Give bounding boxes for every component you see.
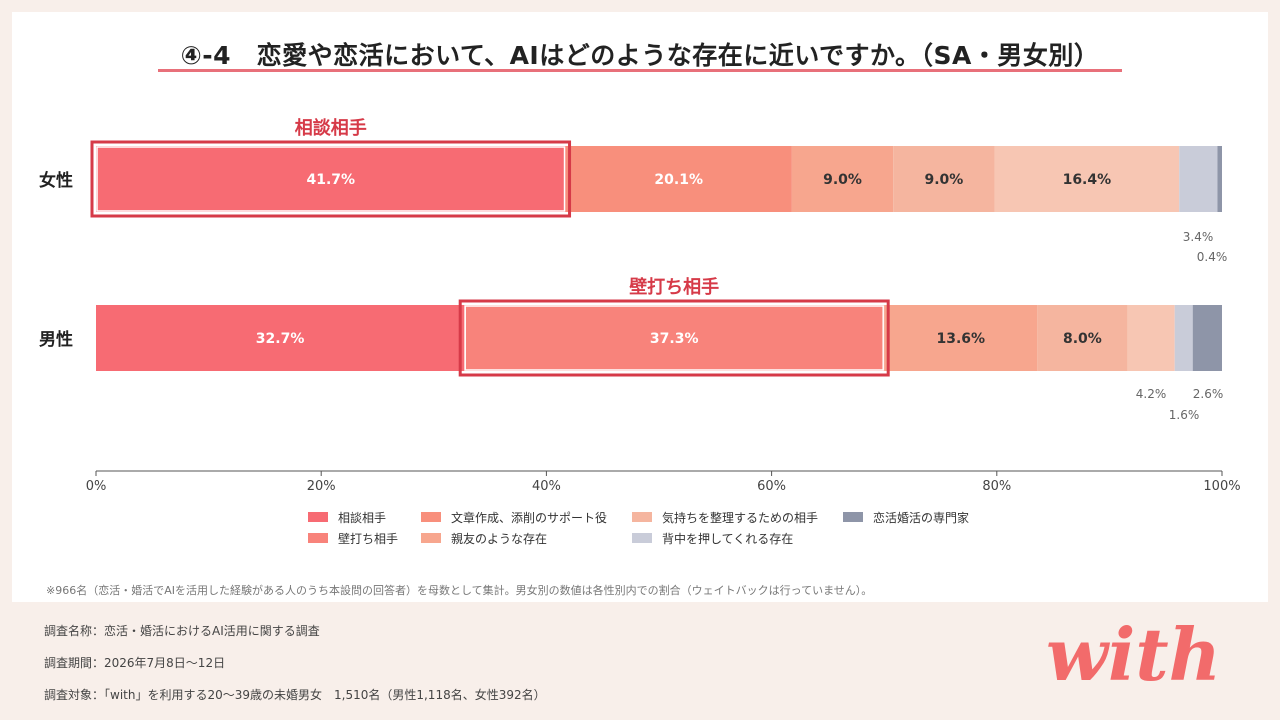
legend-swatch xyxy=(632,533,652,543)
data-label: 2.6% xyxy=(1193,387,1224,401)
logo-text: with xyxy=(1046,612,1221,697)
highlight-inner-frame xyxy=(464,305,884,371)
bar-segment xyxy=(1217,146,1222,212)
category-label: 男性 xyxy=(39,329,73,350)
bar-segment xyxy=(893,146,995,212)
legend-label: 気持ちを整理するための相手 xyxy=(662,510,818,525)
x-tick-label: 80% xyxy=(982,479,1011,494)
highlight-frame xyxy=(458,299,890,377)
bar-segment xyxy=(1037,305,1128,371)
highlight-label: 壁打ち相手 xyxy=(629,276,719,298)
legend-swatch xyxy=(308,512,328,522)
category-label: 女性 xyxy=(39,170,73,191)
data-label: 8.0% xyxy=(1063,331,1102,347)
data-label: 37.3% xyxy=(650,331,699,347)
x-tick-label: 0% xyxy=(86,479,107,494)
x-tick-label: 60% xyxy=(757,479,786,494)
data-label: 3.4% xyxy=(1183,230,1214,244)
legend-swatch xyxy=(843,512,863,522)
highlight-inner-frame xyxy=(96,146,566,212)
data-label: 4.2% xyxy=(1136,387,1167,401)
data-label: 41.7% xyxy=(306,172,355,188)
survey-target: 調査対象：「with」を利用する20〜39歳の未婚男女 1,510名（男性1,1… xyxy=(44,688,546,702)
bar-segment xyxy=(464,305,885,371)
survey-name: 調査名称：恋活・婚活におけるAI活用に関する調査 xyxy=(44,624,320,638)
legend-swatch xyxy=(632,512,652,522)
x-tick-label: 40% xyxy=(532,479,561,494)
data-label: 16.4% xyxy=(1063,172,1112,188)
bar-segment xyxy=(96,146,566,212)
footnote: ※966名（恋活・婚活でAIを活用した経験がある人のうち本設問の回答者）を母数と… xyxy=(46,584,873,597)
data-label: 9.0% xyxy=(823,172,862,188)
bar-segment xyxy=(1127,305,1175,371)
title-underline xyxy=(158,69,1122,72)
legend-label: 相談相手 xyxy=(338,510,386,525)
data-label: 9.0% xyxy=(924,172,963,188)
data-label: 20.1% xyxy=(654,172,703,188)
highlight-frame xyxy=(90,140,572,218)
legend-swatch xyxy=(308,533,328,543)
x-tick-label: 100% xyxy=(1203,479,1240,494)
data-label: 0.4% xyxy=(1197,250,1228,264)
x-tick-label: 20% xyxy=(307,479,336,494)
legend-label: 恋活婚活の専門家 xyxy=(873,510,969,525)
legend-label: 壁打ち相手 xyxy=(338,531,398,546)
data-label: 32.7% xyxy=(256,331,305,347)
survey-period: 調査期間：2026年7月8日〜12日 xyxy=(44,656,226,670)
legend-swatch xyxy=(421,533,441,543)
bar-segment xyxy=(565,146,792,212)
legend-label: 文章作成、添削のサポート役 xyxy=(451,510,607,525)
bar-segment xyxy=(994,146,1180,212)
bar-segment xyxy=(96,305,465,371)
chart-title: ④-4 恋愛や恋活において、AIはどのような存在に近いですか。（SA・男女別） xyxy=(180,41,1100,70)
bar-segment xyxy=(791,146,894,212)
legend-swatch xyxy=(421,512,441,522)
legend-label: 背中を押してくれる存在 xyxy=(662,531,793,546)
bar-segment xyxy=(1174,305,1193,371)
bar-segment xyxy=(884,305,1038,371)
data-label: 1.6% xyxy=(1169,408,1200,422)
with-logo: with xyxy=(1046,612,1221,697)
highlight-label: 相談相手 xyxy=(295,117,367,139)
bar-segment xyxy=(1179,146,1218,212)
data-label: 13.6% xyxy=(936,331,985,347)
bar-segment xyxy=(1192,305,1222,371)
legend-label: 親友のような存在 xyxy=(451,532,547,546)
